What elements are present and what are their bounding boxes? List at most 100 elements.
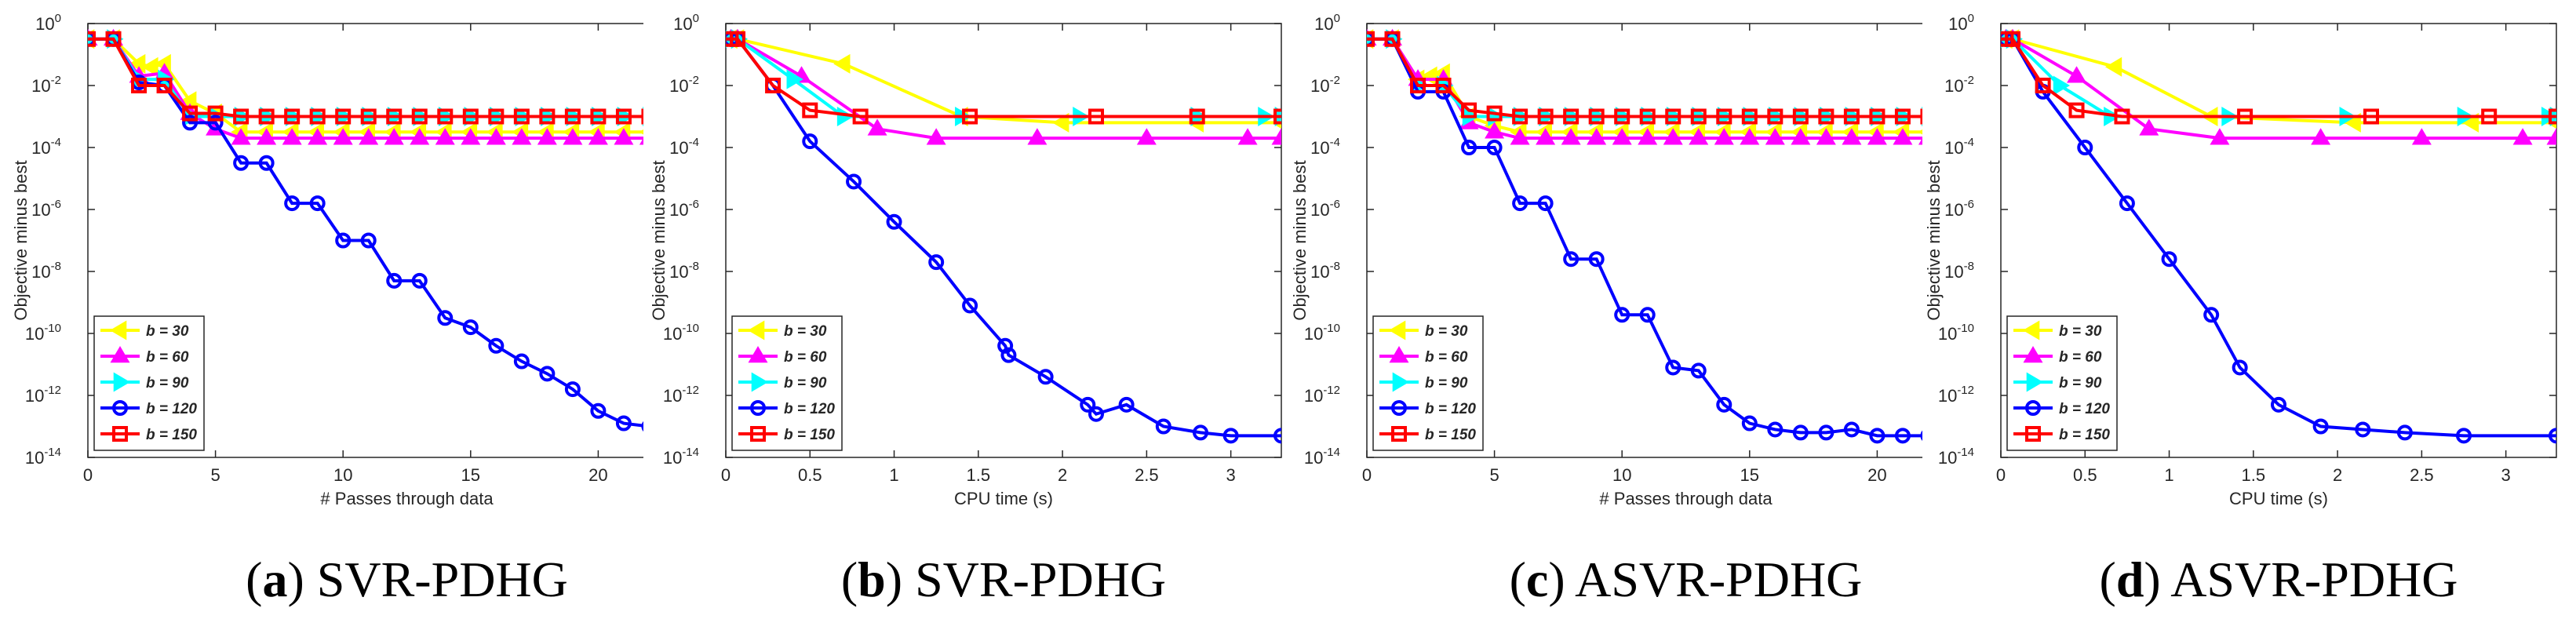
series-3-point <box>207 115 224 131</box>
series-3-point <box>1716 396 1733 413</box>
series-4-point <box>539 108 556 125</box>
chart-panel-c: 100 10-2 10-4 10-6 10-8 10-10 10-12 10-14 0 5 10 15… <box>1290 12 1922 607</box>
legend-label: b = 120 <box>146 401 197 417</box>
chart-panel-b: 100 10-2 10-4 10-6 10-8 10-10 10-12 10-14 0 0.5 1 1… <box>649 12 1282 607</box>
legend-label: b = 150 <box>784 427 835 443</box>
series-3-point <box>2203 307 2220 323</box>
series-3-point <box>1155 418 1171 435</box>
series-3-point <box>284 195 301 212</box>
series-3-point <box>462 319 479 336</box>
series-3-point <box>2119 195 2135 212</box>
series-3-point <box>1088 406 1104 422</box>
series-3-point <box>1080 396 1096 413</box>
series-1-point <box>1237 128 1258 145</box>
y-axis-label: Objective minus best <box>11 160 31 320</box>
series-1-point <box>1740 128 1760 145</box>
series-4-point <box>1537 108 1554 125</box>
series-4-point <box>1435 78 1452 93</box>
series-1-point <box>308 128 328 145</box>
series-3-point <box>1614 307 1630 323</box>
series-0-point <box>129 53 146 74</box>
legend-label: b = 30 <box>784 323 827 340</box>
legend-marker <box>2023 320 2040 340</box>
x-tick-label: 0 <box>721 465 731 485</box>
x-tick-label: 3 <box>1226 465 1236 485</box>
y-tick-label: 10-4 <box>669 136 699 158</box>
series-3-point <box>1537 195 1554 212</box>
x-axis-label: # Passes through data <box>320 489 494 508</box>
legend-label: b = 60 <box>784 349 827 366</box>
series-3-point <box>2271 396 2286 413</box>
series-1-point <box>2139 118 2159 136</box>
legend-label: b = 90 <box>2059 375 2102 391</box>
y-tick-label: 10-12 <box>663 384 699 406</box>
series-3-point <box>1588 251 1605 268</box>
x-axis-label: # Passes through data <box>1599 489 1773 508</box>
series-1-point <box>410 128 430 145</box>
series-3-point <box>1869 428 1886 444</box>
series-3-point <box>386 272 403 289</box>
series-4-point <box>1741 108 1758 125</box>
legend-marker <box>112 426 128 442</box>
series-1-point <box>2546 128 2556 145</box>
series-3-point <box>1037 369 1054 385</box>
legend-marker <box>1391 400 1407 416</box>
legend-label: b = 150 <box>146 427 197 443</box>
legend-label: b = 90 <box>784 375 827 391</box>
legend-label: b = 120 <box>784 401 835 417</box>
series-4-point <box>1588 108 1605 125</box>
series-1-point <box>2067 66 2087 83</box>
legend-marker <box>112 400 128 416</box>
series-4-point <box>1843 108 1860 125</box>
series-4-point <box>131 78 148 93</box>
series-1-point <box>563 128 583 145</box>
series-1-point <box>588 128 608 145</box>
chart-panel-d: 100 10-2 10-4 10-6 10-8 10-10 10-12 10-14 0 0.5 1 1… <box>1924 12 2557 607</box>
series-line-4 <box>726 37 1281 118</box>
series-3-point <box>2077 140 2093 155</box>
series-1-point <box>435 128 455 145</box>
legend-marker <box>110 320 127 340</box>
panel-caption: (b) SVR-PDHG <box>841 552 1166 607</box>
series-4-point <box>1563 108 1579 125</box>
series-1-point <box>1893 128 1913 145</box>
series-4-point <box>1792 108 1809 125</box>
x-tick-label: 3 <box>2501 465 2511 485</box>
series-3-point <box>2161 251 2177 268</box>
legend-marker <box>1389 320 1406 340</box>
series-4-point <box>2068 102 2085 118</box>
series-4-point <box>488 108 505 125</box>
series-4-point <box>360 108 377 125</box>
series-1-point <box>1587 128 1607 145</box>
series-1-point <box>1663 128 1683 145</box>
legend-label: b = 120 <box>2059 401 2110 417</box>
legend-marker <box>750 400 766 416</box>
series-1-point <box>512 128 532 145</box>
series-4-point <box>1461 102 1477 118</box>
y-tick-label: 100 <box>673 12 699 34</box>
series-0-point <box>141 56 158 77</box>
x-tick-label: 1 <box>889 465 898 485</box>
x-tick-label: 0 <box>1996 465 2006 485</box>
series-3-point <box>2355 421 2371 438</box>
y-tick-label: 10-4 <box>31 136 61 158</box>
y-tick-label: 10-6 <box>1310 198 1340 220</box>
series-3-point <box>258 155 275 171</box>
x-tick-label: 5 <box>210 465 220 485</box>
series-4-point <box>615 108 632 125</box>
y-tick-label: 10-8 <box>669 260 699 282</box>
legend-label: b = 60 <box>1425 349 1468 366</box>
x-tick-label: 1.5 <box>967 465 991 485</box>
series-3-point <box>2312 418 2329 435</box>
series-0-point <box>180 91 197 111</box>
series-1-point <box>639 137 643 145</box>
series-3-point <box>2549 428 2556 444</box>
series-4-point <box>309 108 326 125</box>
legend-marker <box>2023 346 2043 363</box>
series-3-point <box>513 353 530 370</box>
series-group <box>1367 28 1922 444</box>
series-1-point <box>257 128 277 145</box>
series-1-point <box>2210 128 2230 145</box>
series-0-point <box>2461 112 2479 133</box>
